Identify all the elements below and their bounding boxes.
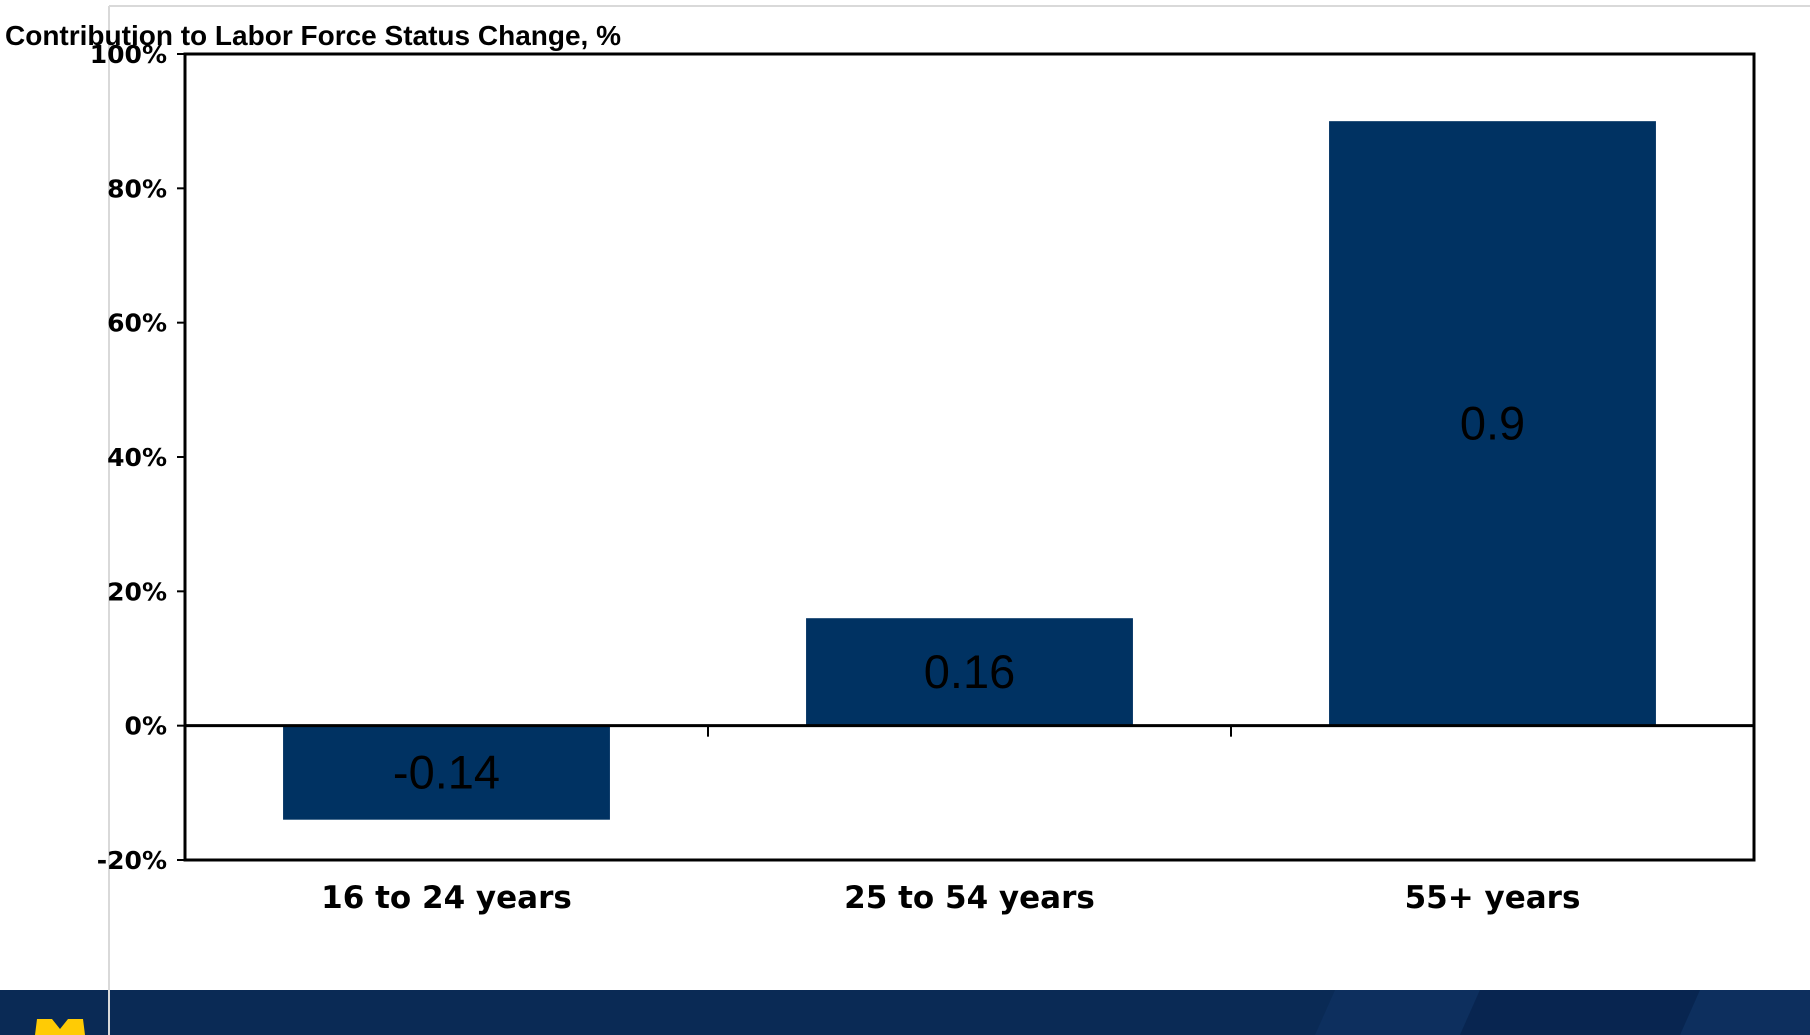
data-label: -0.14 [393, 746, 500, 799]
bars [283, 121, 1656, 820]
x-tick-label: 55+ years [1405, 880, 1581, 916]
y-axis: -20% 0% 20% 40% 60% 80% 100% [90, 40, 185, 875]
y-tick-label: 20% [107, 577, 167, 606]
footer-band [0, 990, 1810, 1035]
university-logo-icon [35, 1019, 85, 1035]
zero-axis [185, 724, 1754, 737]
chart-title: Contribution to Labor Force Status Chang… [5, 20, 621, 51]
x-tick-label: 16 to 24 years [321, 880, 572, 916]
y-tick-label: -20% [97, 846, 167, 875]
y-tick-label: 100% [90, 40, 167, 69]
y-tick-label: 80% [107, 174, 167, 203]
x-tick-label: 25 to 54 years [844, 880, 1095, 916]
y-tick-label: 40% [107, 443, 167, 472]
footer-stripe-1 [1315, 990, 1480, 1035]
data-label: 0.9 [1460, 396, 1525, 449]
footer-stripe-2 [1460, 990, 1700, 1035]
data-labels: -0.14 0.16 0.9 [393, 396, 1525, 798]
y-tick-label: 60% [107, 309, 167, 338]
bar [1329, 121, 1656, 726]
bar [283, 725, 610, 820]
x-axis: 16 to 24 years 25 to 54 years 55+ years [321, 880, 1580, 916]
bar [806, 618, 1133, 726]
y-tick-label: 0% [125, 712, 167, 741]
footer-stripe-3 [1680, 990, 1810, 1035]
footer-divider [108, 990, 110, 1035]
data-label: 0.16 [924, 645, 1015, 698]
